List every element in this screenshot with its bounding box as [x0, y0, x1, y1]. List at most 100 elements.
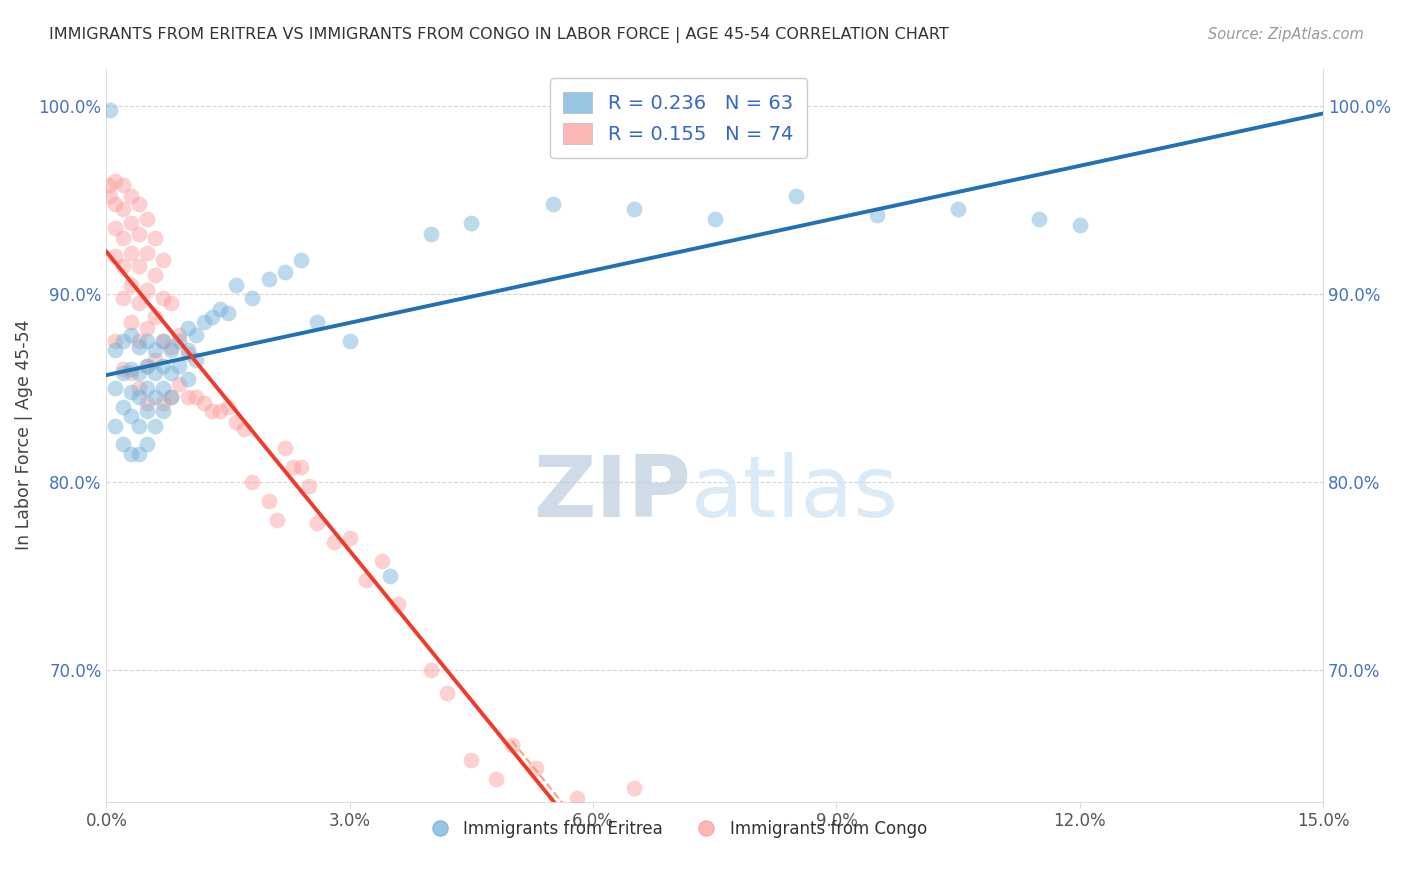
Point: [152, 396, 174, 410]
Point: [184, 391, 207, 405]
Point: [143, 310, 166, 324]
Point: [380, 569, 402, 583]
Point: [136, 381, 159, 395]
Point: [257, 493, 280, 508]
Point: [128, 418, 150, 433]
Point: [184, 352, 207, 367]
Point: [111, 400, 134, 414]
Point: [169, 377, 191, 392]
Point: [120, 447, 142, 461]
Point: [225, 415, 247, 429]
Point: [152, 334, 174, 348]
Point: [266, 513, 288, 527]
Point: [103, 381, 125, 395]
Point: [136, 403, 159, 417]
Point: [307, 315, 329, 329]
Point: [143, 343, 166, 358]
Point: [703, 211, 725, 226]
Point: [128, 334, 150, 348]
Point: [176, 321, 198, 335]
Point: [387, 597, 409, 611]
Text: Source: ZipAtlas.com: Source: ZipAtlas.com: [1208, 27, 1364, 42]
Point: [371, 554, 394, 568]
Point: [111, 230, 134, 244]
Point: [111, 366, 134, 380]
Point: [136, 359, 159, 373]
Point: [120, 216, 142, 230]
Point: [128, 447, 150, 461]
Point: [208, 302, 231, 317]
Point: [501, 738, 523, 752]
Point: [143, 366, 166, 380]
Point: [120, 245, 142, 260]
Point: [339, 532, 361, 546]
Point: [143, 268, 166, 283]
Point: [120, 328, 142, 343]
Point: [111, 291, 134, 305]
Point: [160, 340, 183, 354]
Point: [152, 334, 174, 348]
Point: [120, 277, 142, 292]
Point: [160, 296, 183, 310]
Point: [419, 663, 441, 677]
Point: [128, 340, 150, 354]
Point: [120, 366, 142, 380]
Point: [111, 202, 134, 217]
Point: [233, 422, 256, 436]
Point: [225, 277, 247, 292]
Point: [946, 202, 969, 217]
Point: [201, 403, 224, 417]
Point: [257, 272, 280, 286]
Point: [111, 334, 134, 348]
Point: [419, 227, 441, 241]
Point: [97, 178, 120, 192]
Point: [169, 328, 191, 343]
Point: [623, 202, 645, 217]
Point: [128, 259, 150, 273]
Point: [136, 437, 159, 451]
Point: [307, 516, 329, 531]
Text: ZIP: ZIP: [533, 452, 690, 535]
Point: [100, 189, 122, 203]
Point: [120, 384, 142, 399]
Point: [169, 334, 191, 348]
Point: [111, 362, 134, 376]
Point: [128, 391, 150, 405]
Point: [136, 245, 159, 260]
Point: [541, 197, 564, 211]
Point: [485, 772, 508, 786]
Point: [290, 460, 312, 475]
Point: [128, 366, 150, 380]
Point: [152, 359, 174, 373]
Point: [354, 573, 377, 587]
Point: [623, 781, 645, 796]
Point: [120, 362, 142, 376]
Point: [103, 418, 125, 433]
Point: [274, 441, 297, 455]
Point: [524, 761, 547, 775]
Point: [160, 343, 183, 358]
Y-axis label: In Labor Force | Age 45-54: In Labor Force | Age 45-54: [15, 320, 32, 550]
Point: [176, 343, 198, 358]
Point: [152, 253, 174, 268]
Point: [1069, 218, 1091, 232]
Point: [136, 321, 159, 335]
Point: [136, 334, 159, 348]
Legend: Immigrants from Eritrea, Immigrants from Congo: Immigrants from Eritrea, Immigrants from…: [423, 814, 934, 845]
Point: [193, 315, 215, 329]
Point: [103, 197, 125, 211]
Point: [143, 230, 166, 244]
Point: [1028, 211, 1050, 226]
Point: [436, 685, 458, 699]
Point: [160, 391, 183, 405]
Point: [143, 352, 166, 367]
Point: [143, 391, 166, 405]
Point: [217, 400, 239, 414]
Point: [152, 403, 174, 417]
Point: [100, 103, 122, 117]
Point: [136, 396, 159, 410]
Point: [565, 790, 588, 805]
Point: [128, 381, 150, 395]
Point: [103, 221, 125, 235]
Point: [120, 315, 142, 329]
